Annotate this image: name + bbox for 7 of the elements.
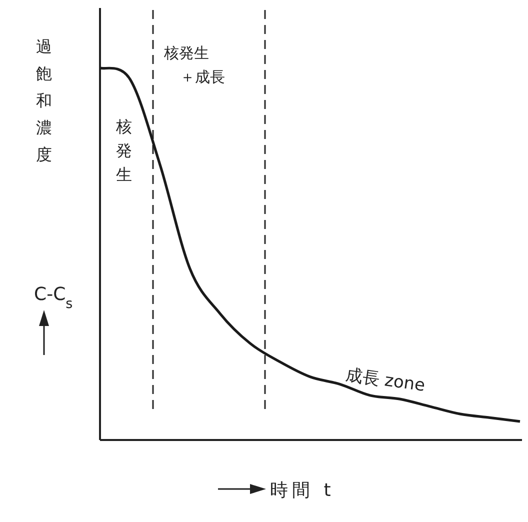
- annotation: ＋成長: [180, 68, 225, 86]
- y-axis-title: 過飽和濃度: [36, 37, 52, 164]
- annotation: 成長 zone: [344, 365, 426, 396]
- text: 核発生: [163, 44, 209, 62]
- annotation: 核発生: [115, 117, 132, 184]
- x-axis-title: 時間 t: [270, 480, 335, 501]
- text: C-C$_{s}$: [34, 284, 73, 312]
